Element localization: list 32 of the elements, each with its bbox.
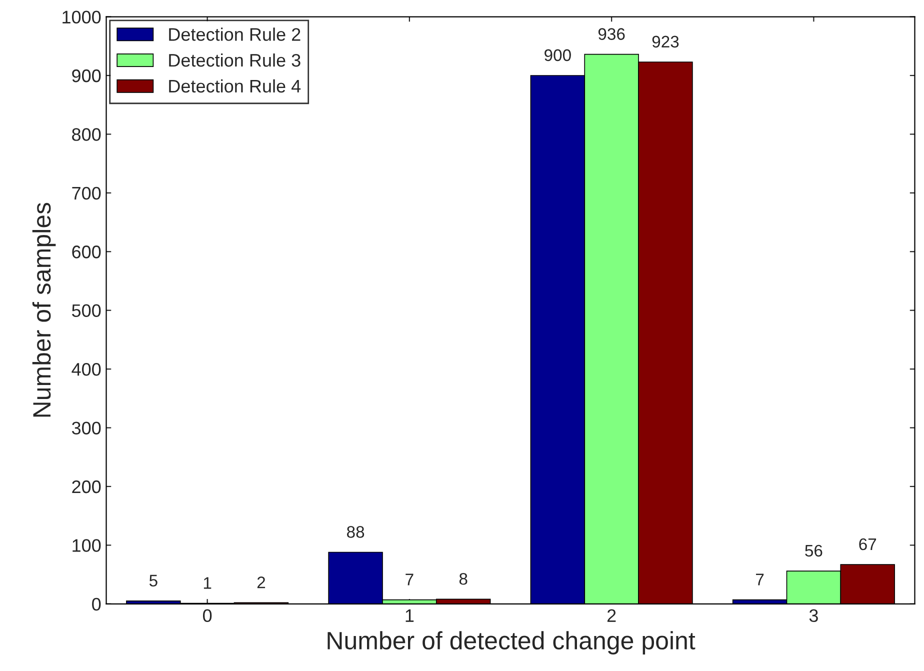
data-label: 2: [257, 576, 266, 588]
legend-label: Detection Rule 4: [169, 79, 301, 93]
data-label: 936: [598, 28, 625, 40]
y-tick-label: 700: [72, 186, 101, 200]
y-tick-label: 1000: [62, 10, 101, 24]
data-label: 1: [204, 577, 212, 589]
y-tick-label: 100: [72, 539, 101, 552]
data-label: 900: [544, 49, 571, 62]
y-axis-title: Number of samples: [32, 202, 56, 417]
x-tick-label: 3: [809, 609, 818, 622]
data-label: 67: [859, 538, 876, 550]
data-label: 7: [406, 574, 414, 586]
x-axis-title: Number of detected change point: [328, 631, 696, 654]
y-tick-label: 300: [72, 422, 101, 434]
data-label: 5: [149, 574, 158, 587]
data-label: 923: [652, 36, 679, 48]
data-label: 8: [459, 572, 468, 585]
y-tick-label: 900: [72, 69, 101, 82]
y-tick-label: 0: [92, 598, 101, 611]
y-tick-label: 200: [72, 480, 101, 494]
data-label: 88: [347, 526, 364, 538]
x-tick-label: 0: [203, 609, 212, 622]
data-label: 7: [756, 574, 764, 586]
y-tick-label: 400: [72, 362, 101, 376]
x-tick-label: 1: [406, 609, 414, 622]
data-label: 56: [805, 544, 822, 557]
y-tick-label: 800: [72, 128, 101, 141]
x-tick-label: 2: [607, 609, 616, 622]
legend-label: Detection Rule 3: [169, 53, 300, 67]
y-tick-label: 500: [72, 304, 101, 318]
legend-label: Detection Rule 2: [169, 28, 300, 41]
y-tick-label: 600: [72, 246, 101, 258]
